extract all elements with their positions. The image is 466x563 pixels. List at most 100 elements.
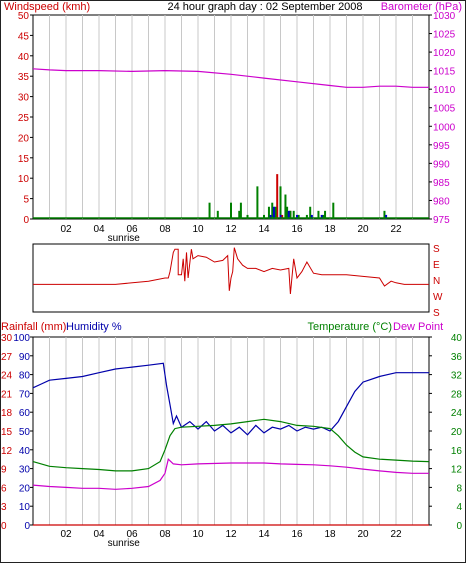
direction-tick-label: N [433, 276, 440, 287]
rainfall-tick-label: 24 [1, 371, 13, 382]
temperature-tick-label: 28 [451, 389, 463, 400]
barometer-tick-label: 975 [433, 215, 450, 226]
barometer-tick-label: 1010 [433, 85, 456, 96]
temperature-grid [49, 337, 413, 525]
x-tick-label: 02 [60, 529, 72, 540]
x-tick-label: 04 [93, 529, 105, 540]
rainfall-tick-label: 21 [1, 389, 13, 400]
wind-grid [49, 15, 413, 219]
x-tick-label: 06 [126, 529, 138, 540]
temperature-marks [32, 362, 430, 526]
barometer-tick-label: 985 [433, 178, 450, 189]
barometer-tick-label: 1015 [433, 67, 456, 78]
humidity-axis-label: Humidity % [66, 321, 122, 333]
windspeed-tick-label: 20 [18, 133, 30, 144]
temperature-tick-label: 40 [451, 333, 463, 344]
x-tick-label: 04 [93, 224, 105, 235]
windspeed-tick-label: 50 [18, 11, 30, 22]
x-tick-label: 12 [225, 529, 237, 540]
wind-marks [32, 68, 429, 219]
temperature-tick-label: 8 [456, 483, 462, 494]
rainfall-tick-label: 15 [1, 427, 13, 438]
humidity-tick-label: 90 [19, 352, 31, 363]
direction-tick-label: E [433, 260, 440, 271]
barometer-tick-label: 1030 [433, 11, 456, 22]
x-tick-label: 18 [324, 224, 336, 235]
barometer-tick-label: 1020 [433, 48, 456, 59]
barometer-tick-label: 990 [433, 159, 450, 170]
temperature-tick-label: 0 [456, 521, 462, 532]
humidity-tick-label: 40 [19, 446, 31, 457]
temperature-tick-label: 16 [451, 446, 463, 457]
barometer-tick-label: 980 [433, 196, 450, 207]
temperature-tick-label: 20 [451, 427, 463, 438]
windspeed-tick-label: 25 [18, 113, 30, 124]
temperature-tick-label: 36 [451, 352, 463, 363]
x-tick-label: 22 [390, 529, 402, 540]
x-tick-label: 16 [291, 224, 303, 235]
windspeed-tick-label: 30 [18, 93, 30, 104]
temperature-tick-label: 4 [456, 502, 462, 513]
x-tick-label: 16 [291, 529, 303, 540]
humidity-tick-label: 80 [19, 371, 31, 382]
rainfall-tick-label: 18 [1, 408, 13, 419]
wind-axis-ticks: 0510152025303540455097598098599099510001… [18, 11, 456, 244]
humidity-tick-label: 70 [19, 389, 31, 400]
rainfall-tick-label: 9 [1, 465, 7, 476]
x-tick-label: 10 [192, 529, 204, 540]
x-tick-label: 10 [192, 224, 204, 235]
rainfall-tick-label: 12 [1, 446, 13, 457]
barometer-tick-label: 1025 [433, 30, 456, 41]
x-tick-label: 14 [258, 224, 270, 235]
temperature-tick-label: 12 [451, 465, 463, 476]
direction-tick-label: S [433, 308, 440, 319]
humidity-tick-label: 100 [13, 333, 30, 344]
x-tick-label: 14 [258, 529, 270, 540]
rainfall-tick-label: 0 [1, 521, 7, 532]
temperature-axis-label: Temperature (°C) [308, 321, 392, 333]
barometer-tick-label: 995 [433, 141, 450, 152]
temperature-tick-label: 24 [451, 408, 463, 419]
humidity-tick-label: 10 [19, 502, 31, 513]
windspeed-tick-label: 45 [18, 31, 30, 42]
chart-title: 24 hour graph day : 02 September 2008 [167, 1, 362, 13]
direction-tick-label: W [433, 292, 443, 303]
temperature-axis-ticks: 0369121518212427300102030405060708090100… [1, 333, 462, 549]
dewpoint-line [32, 458, 429, 490]
windspeed-tick-label: 5 [23, 195, 29, 206]
dewpoint-axis-label: Dew Point [393, 321, 443, 333]
windspeed-tick-label: 0 [23, 215, 29, 226]
humidity-tick-label: 0 [24, 521, 30, 532]
direction-marks [33, 247, 429, 295]
temperature-tick-label: 32 [451, 371, 463, 382]
sunrise-label: sunrise [108, 538, 141, 549]
rainfall-tick-label: 3 [1, 502, 7, 513]
humidity-tick-label: 60 [19, 408, 31, 419]
x-tick-label: 06 [126, 224, 138, 235]
x-tick-label: 18 [324, 529, 336, 540]
x-tick-label: 02 [60, 224, 72, 235]
windspeed-tick-label: 35 [18, 72, 30, 83]
humidity-line [32, 362, 429, 436]
direction-panel-frame [32, 243, 430, 313]
windspeed-axis-label: Windspeed (kmh) [4, 1, 90, 13]
humidity-tick-label: 20 [19, 483, 31, 494]
x-tick-label: 12 [225, 224, 237, 235]
windspeed-tick-label: 40 [18, 52, 30, 63]
humidity-tick-label: 30 [19, 465, 31, 476]
barometer-axis-label: Barometer (hPa) [381, 1, 462, 13]
direction-tick-label: S [433, 244, 440, 255]
windspeed-tick-label: 10 [18, 174, 30, 185]
rainfall-tick-label: 27 [1, 352, 13, 363]
rainfall-tick-label: 6 [1, 483, 7, 494]
x-tick-label: 20 [357, 529, 369, 540]
wind-direction-line [33, 247, 429, 295]
x-tick-label: 22 [390, 224, 402, 235]
x-tick-label: 20 [357, 224, 369, 235]
x-tick-label: 08 [159, 224, 171, 235]
sunrise-label: sunrise [108, 233, 141, 244]
humidity-tick-label: 50 [19, 427, 31, 438]
